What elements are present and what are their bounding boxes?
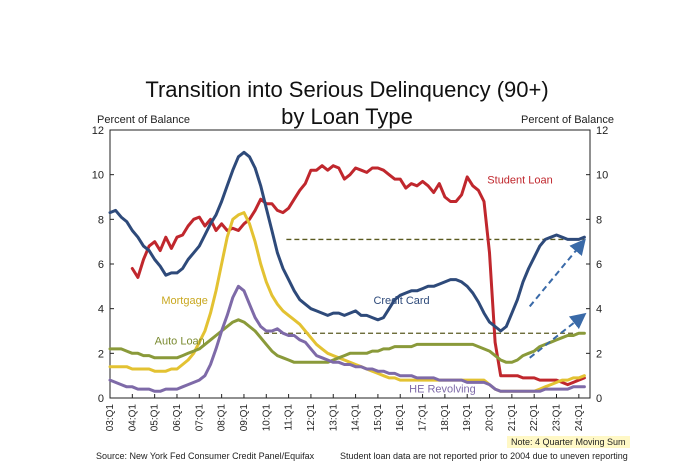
x-tick-label: 14:Q1 xyxy=(351,404,362,432)
series-line-auto-loan xyxy=(108,318,586,364)
y-tick-label-left: 4 xyxy=(98,304,104,316)
series-line-student-loan xyxy=(130,164,586,387)
trend-arrow xyxy=(529,312,587,359)
trend-arrow xyxy=(528,238,586,308)
y-tick-label-right: 12 xyxy=(596,125,608,137)
y-tick-label-left: 8 xyxy=(98,214,104,226)
x-tick-label: 16:Q1 xyxy=(395,404,406,432)
y-tick-label-right: 2 xyxy=(596,348,602,360)
series-line-he-revolving xyxy=(108,284,586,393)
x-tick-label: 17:Q1 xyxy=(418,404,429,432)
x-tick-label: 19:Q1 xyxy=(462,404,473,432)
x-tick-label: 04:Q1 xyxy=(127,404,138,432)
x-tick-label: 05:Q1 xyxy=(150,404,161,432)
series-label: Credit Card xyxy=(373,295,429,307)
y-tick-label-right: 4 xyxy=(596,304,602,316)
x-tick-label: 10:Q1 xyxy=(261,404,272,432)
x-tick-label: 07:Q1 xyxy=(194,404,205,432)
y-tick-label-right: 10 xyxy=(596,170,608,182)
x-tick-label: 21:Q1 xyxy=(507,404,518,432)
x-tick-label: 03:Q1 xyxy=(105,404,116,432)
y-tick-label-right: 0 xyxy=(596,393,602,405)
series-line-credit-card xyxy=(108,150,586,333)
y-tick-label-left: 2 xyxy=(98,348,104,360)
x-tick-label: 13:Q1 xyxy=(328,404,339,432)
x-tick-label: 06:Q1 xyxy=(172,404,183,432)
x-tick-label: 15:Q1 xyxy=(373,404,384,432)
source-note: Source: New York Fed Consumer Credit Pan… xyxy=(96,451,315,461)
x-tick-label: 24:Q1 xyxy=(574,404,585,432)
y-tick-label-right: 8 xyxy=(596,214,602,226)
note: Note: 4 Quarter Moving Sum xyxy=(507,436,630,448)
x-tick-label: 18:Q1 xyxy=(440,404,451,432)
chart-subtitle: by Loan Type xyxy=(281,104,413,129)
x-tick-label: 20:Q1 xyxy=(485,404,496,432)
x-tick-label: 23:Q1 xyxy=(552,404,563,432)
x-tick-label: 12:Q1 xyxy=(306,404,317,432)
x-tick-label: 08:Q1 xyxy=(217,404,228,432)
x-tick-label: 11:Q1 xyxy=(284,404,295,431)
footnote: Student loan data are not reported prior… xyxy=(340,451,628,461)
series-label: HE Revolving xyxy=(409,383,476,395)
y-tick-label-left: 10 xyxy=(92,170,104,182)
series-label: Mortgage xyxy=(161,295,207,307)
x-tick-label: 22:Q1 xyxy=(529,404,540,432)
y-axis-left-label: Percent of Balance xyxy=(97,114,190,126)
series-label: Auto Loan xyxy=(155,335,205,347)
series-label: Student Loan xyxy=(487,175,552,187)
y-tick-label-left: 0 xyxy=(98,393,104,405)
y-tick-label-left: 6 xyxy=(98,259,104,271)
chart-title: Transition into Serious Delinquency (90+… xyxy=(145,77,549,102)
y-axis-right-label: Percent of Balance xyxy=(521,114,614,126)
x-tick-label: 09:Q1 xyxy=(239,404,250,432)
y-tick-label-right: 6 xyxy=(596,259,602,271)
y-tick-label-left: 12 xyxy=(92,125,104,137)
